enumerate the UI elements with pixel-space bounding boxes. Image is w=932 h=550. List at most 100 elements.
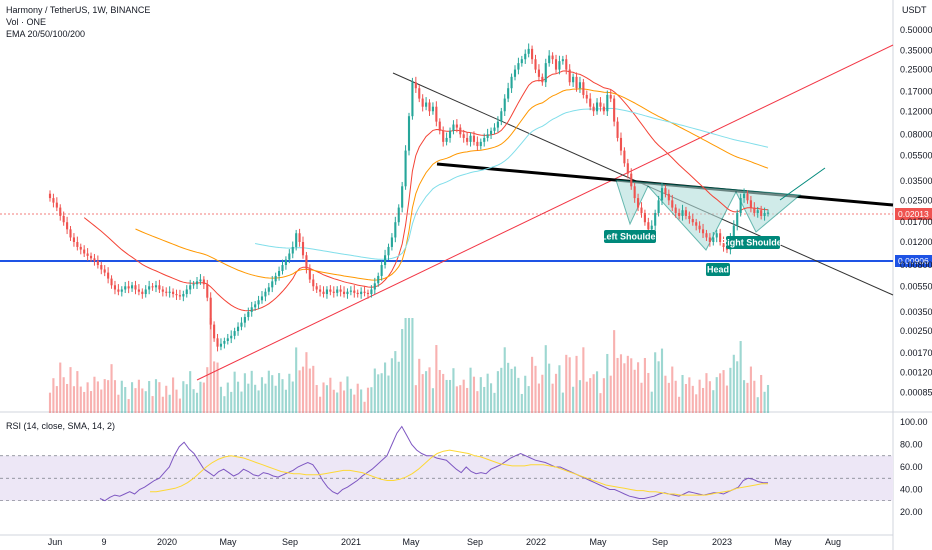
volume-bar-5 [66,383,69,413]
volume-bar-22 [124,387,127,413]
candle-29 [148,286,151,290]
volume-bar-170 [630,358,633,413]
candle-201 [736,212,739,226]
volume-bar-180 [664,375,667,413]
candle-19 [113,285,117,290]
candle-188 [691,218,694,223]
candle-94 [370,289,373,295]
ema-50-line [135,88,769,281]
volume-bar-191 [701,387,705,413]
candle-64 [267,287,270,292]
candle-185 [681,210,684,216]
candle-157 [585,94,588,99]
candle-143 [537,69,540,77]
volume-bar-43 [195,392,199,413]
candle-184 [678,212,681,216]
volume-bar-139 [524,375,527,413]
candle-89 [353,290,356,293]
candle-88 [349,290,352,292]
candle-103 [401,186,404,208]
volume-bar-160 [595,371,599,413]
volume-bar-23 [127,399,130,413]
volume-bar-192 [705,373,708,413]
candle-25 [134,285,137,290]
volume-bar-117 [448,379,452,413]
candle-132 [500,111,503,122]
candle-72 [295,233,298,247]
volume-bar-15 [100,389,103,413]
candle-96 [377,275,380,284]
candle-7 [72,237,75,242]
price-tick-14: 0.00250 [900,326,932,336]
candle-100 [390,237,393,247]
candle-57 [243,317,246,323]
volume-bar-91 [360,389,363,413]
volume-bar-205 [749,366,752,413]
volume-bar-16 [103,379,106,413]
volume-bar-120 [459,385,462,413]
time-axis: Jun 9 2020 May Sep 2021 May Sep 2022 May Sep 2023 Ma… [48,537,841,547]
candle-63 [264,291,267,297]
candle-164 [609,94,612,99]
price-tick-4: 0.12000 [900,106,932,116]
candle-99 [387,246,390,256]
volume-bar-185 [681,374,684,413]
volume-bar-196 [719,373,722,413]
candle-31 [154,285,158,288]
candle-12 [89,255,93,259]
price-tick-1: 0.35000 [900,45,932,55]
candle-10 [83,249,86,254]
price-tick-10: 0.01200 [900,237,932,247]
volume-legend: Vol · ONE [6,17,46,27]
time-tick-12: May [774,537,792,547]
candle-134 [507,88,510,99]
candle-181 [667,193,670,201]
volume-bar-86 [342,390,346,413]
candle-80 [322,291,325,295]
candle-95 [373,283,376,290]
rising-trendline [196,44,894,381]
candle-55 [236,326,240,332]
candle-38 [178,295,181,297]
volume-bar-111 [428,367,431,413]
ema-legend: EMA 20/50/100/200 [6,29,85,39]
candle-36 [172,291,175,295]
candle-177 [654,212,657,226]
candle-194 [712,237,715,242]
candle-68 [281,265,284,272]
volume-bar-29 [148,381,151,413]
candle-140 [527,48,530,54]
volume-bar-178 [657,361,660,413]
volume-bar-32 [158,382,161,413]
candle-178 [657,200,660,213]
last-price-tag-bg [895,208,932,220]
volume-bar-199 [729,367,732,413]
candle-48 [213,324,216,339]
volume-bar-167 [619,354,623,413]
volume-bar-39 [182,381,185,413]
candle-176 [650,225,653,230]
volume-bar-125 [476,391,479,413]
volume-bar-163 [606,353,609,413]
target-projection [779,167,826,201]
volume-bar-203 [743,380,746,413]
time-tick-8: 2022 [526,537,546,547]
volume-bar-157 [585,381,588,413]
candle-53 [230,335,233,339]
candle-58 [247,311,250,318]
volume-bar-59 [250,370,253,413]
candle-175 [647,222,650,230]
volume-bar-148 [554,373,558,413]
candle-170 [630,173,633,187]
volume-bar-95 [373,368,376,413]
volume-bar-188 [691,385,694,413]
candle-104 [404,150,407,187]
candle-168 [623,150,626,164]
candle-23 [127,286,130,289]
candle-105 [407,116,411,151]
volume-bar-70 [288,373,291,413]
volume-bar-186 [684,383,688,413]
candle-209 [763,212,766,216]
